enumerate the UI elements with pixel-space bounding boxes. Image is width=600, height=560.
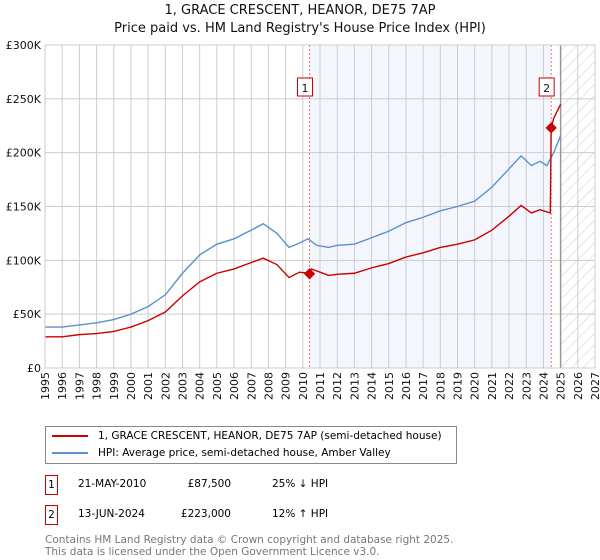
y-tick-label: £300K	[6, 39, 42, 52]
x-tick-label: 2018	[434, 372, 447, 400]
x-tick-label: 2007	[245, 372, 258, 400]
x-tick-label: 2026	[572, 372, 585, 400]
x-tick-label: 2015	[383, 372, 396, 400]
y-tick-label: £0	[27, 362, 41, 375]
legend-label: 1, GRACE CRESCENT, HEANOR, DE75 7AP (sem…	[98, 430, 442, 442]
x-tick-label: 2001	[142, 372, 155, 400]
sale-badge: 1	[45, 475, 58, 495]
footer-licence: This data is licensed under the Open Gov…	[45, 546, 380, 558]
x-tick-label: 2013	[348, 372, 361, 400]
x-tick-label: 1996	[56, 372, 69, 400]
x-tick-label: 2005	[211, 372, 224, 400]
legend-item-hpi: HPI: Average price, semi-detached house,…	[52, 445, 391, 461]
x-tick-label: 2021	[486, 372, 499, 400]
footer-copyright: Contains HM Land Registry data © Crown c…	[45, 534, 454, 546]
x-tick-label: 2004	[194, 372, 207, 400]
x-tick-label: 2019	[452, 372, 465, 400]
x-tick-label: 2006	[228, 372, 241, 400]
x-tick-label: 1997	[73, 372, 86, 400]
x-tick-label: 2009	[280, 372, 293, 400]
property-price-line	[45, 103, 562, 338]
y-tick-label: £50K	[13, 308, 42, 321]
plot-frame	[44, 44, 596, 369]
x-tick-label: 1999	[108, 372, 121, 400]
sale-annotation-box	[297, 77, 314, 97]
x-tick-label: 2025	[555, 372, 568, 400]
legend-item-property: 1, GRACE CRESCENT, HEANOR, DE75 7AP (sem…	[52, 428, 442, 444]
legend-swatch	[52, 435, 88, 437]
x-tick-label: 2010	[297, 372, 310, 400]
sale-annotation-box	[538, 77, 555, 97]
legend-label: HPI: Average price, semi-detached house,…	[98, 447, 391, 459]
x-tick-label: 2002	[159, 372, 172, 400]
chart-subtitle: Price paid vs. HM Land Registry's House …	[114, 21, 486, 36]
x-tick-label: 2020	[469, 372, 482, 400]
x-tick-label: 1995	[39, 372, 52, 400]
x-tick-label: 1998	[91, 372, 104, 400]
sale-badge: 2	[45, 505, 58, 525]
x-tick-label: 2017	[417, 372, 430, 400]
sale-row: 1 21-MAY-2010 £87,500 25% ↓ HPI	[45, 475, 445, 495]
sale-row: 2 13-JUN-2024 £223,000 12% ↑ HPI	[45, 505, 445, 525]
sale-annotation-label: 2	[543, 82, 550, 95]
legend-swatch	[52, 452, 88, 454]
sale-annotation-label: 1	[302, 82, 309, 95]
y-tick-label: £250K	[6, 93, 42, 106]
hpi-line	[45, 135, 562, 328]
x-tick-label: 2011	[314, 372, 327, 400]
y-tick-label: £150K	[6, 201, 42, 214]
sale-date: 21-MAY-2010	[78, 478, 147, 490]
sale-price: £223,000	[180, 508, 231, 520]
x-tick-label: 2024	[537, 372, 550, 400]
x-tick-label: 2000	[125, 372, 138, 400]
x-tick-label: 2008	[262, 372, 275, 400]
y-tick-label: £100K	[6, 254, 42, 267]
y-tick-label: £200K	[6, 147, 42, 160]
x-tick-label: 2016	[400, 372, 413, 400]
legend: 1, GRACE CRESCENT, HEANOR, DE75 7AP (sem…	[45, 426, 457, 464]
sale-date: 13-JUN-2024	[78, 508, 145, 520]
x-tick-label: 2003	[177, 372, 190, 400]
sale-price: £87,500	[187, 478, 231, 490]
x-tick-label: 2014	[366, 372, 379, 400]
plot-area: 1995 1996 1997 1998 1999 2000 2001 2002 2003 2004…	[6, 39, 600, 400]
x-tick-label: 2022	[503, 372, 516, 400]
x-tick-label: 2023	[520, 372, 533, 400]
sale-hpi-diff: 12% ↑ HPI	[272, 508, 329, 520]
x-tick-label: 2012	[331, 372, 344, 400]
x-tick-label: 2027	[589, 372, 600, 400]
chart-title: 1, GRACE CRESCENT, HEANOR, DE75 7AP	[164, 3, 436, 18]
sale-hpi-diff: 25% ↓ HPI	[272, 478, 329, 490]
sale-point	[303, 268, 316, 280]
